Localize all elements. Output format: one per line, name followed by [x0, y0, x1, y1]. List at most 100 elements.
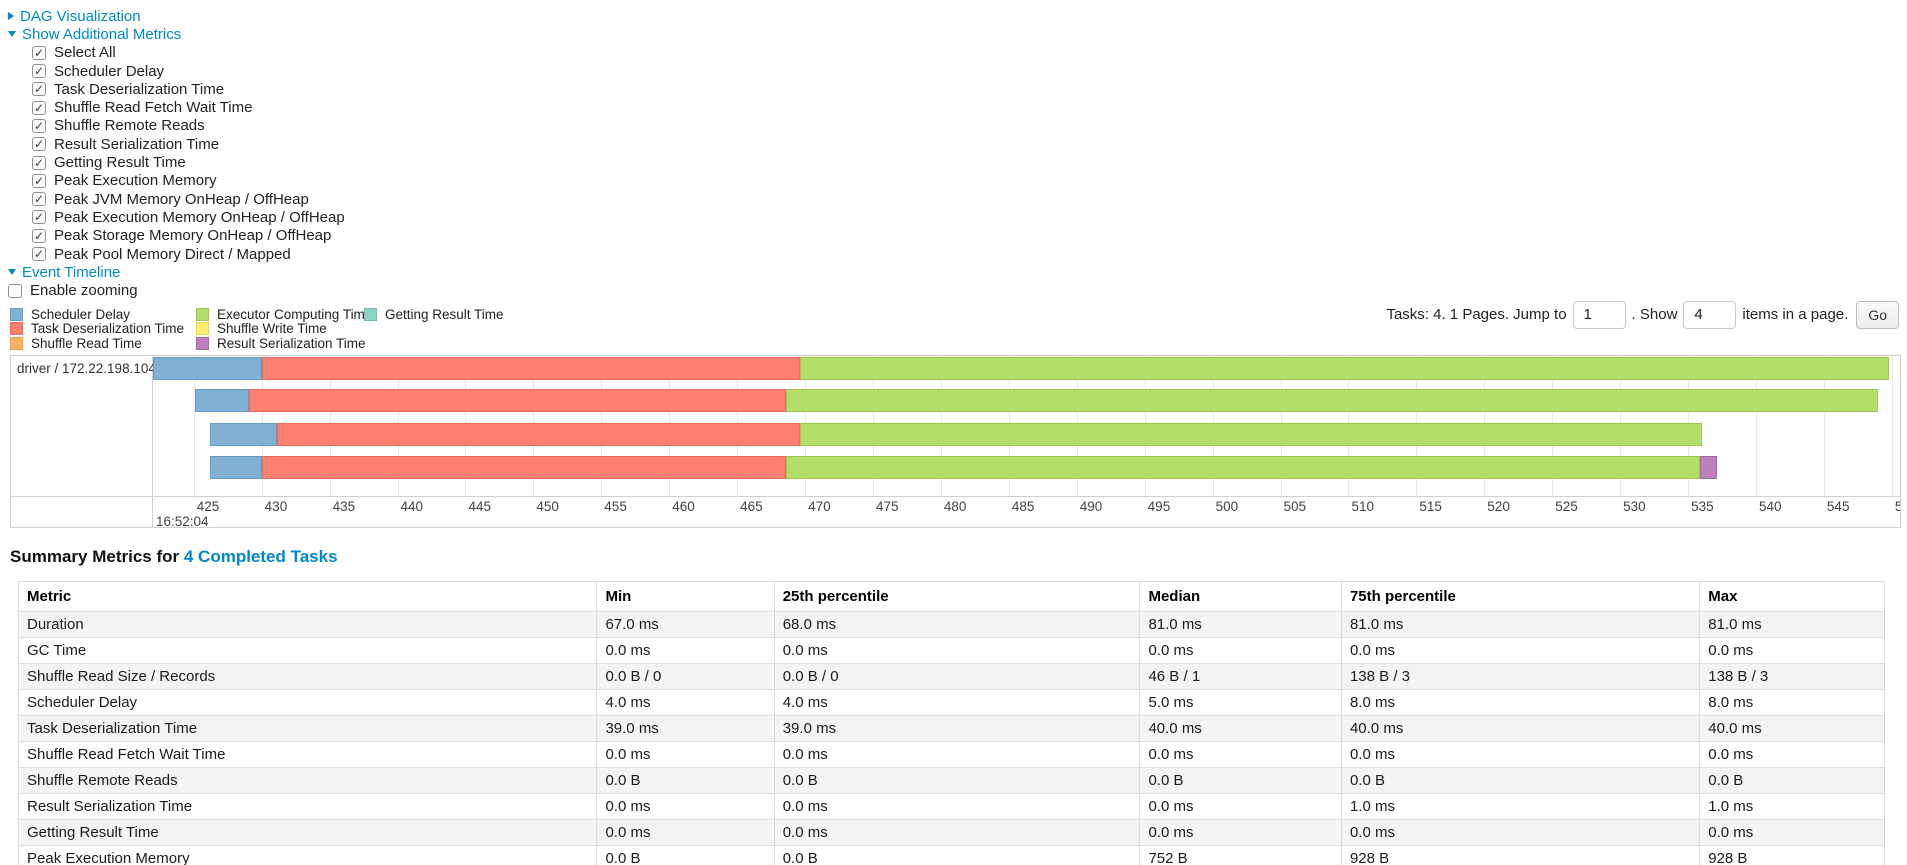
- table-column-header: Min: [596, 580, 775, 612]
- dag-visualization-row: DAG Visualization: [8, 7, 1907, 25]
- metric-checkbox-row: Peak Pool Memory Direct / Mapped: [8, 245, 1907, 263]
- table-cell: 138 B / 3: [1340, 662, 1701, 690]
- table-cell: 40.0 ms: [1699, 714, 1885, 742]
- timeline-axis-line: [11, 495, 1900, 497]
- table-cell: 39.0 ms: [773, 714, 1141, 742]
- metric-checkbox[interactable]: [32, 118, 46, 133]
- legend-pagination-row: Scheduler Delay Task Deserialization Time…: [0, 300, 1907, 355]
- metric-checkbox-row: Getting Result Time: [8, 153, 1907, 171]
- metric-checkbox[interactable]: [32, 100, 46, 115]
- task-bar-task-deserialization[interactable]: [249, 388, 787, 412]
- timeline-time-label: 16:52:04: [156, 513, 209, 528]
- metric-checkbox-label: Result Serialization Time: [54, 135, 220, 153]
- legend-column: Scheduler Delay Task Deserialization Time…: [10, 307, 196, 351]
- timeline-tick-label: 475: [875, 498, 899, 514]
- getting-result-swatch: [364, 307, 377, 321]
- metric-checkbox[interactable]: [32, 64, 46, 79]
- table-cell: 0.0 ms: [596, 792, 775, 820]
- task-bar-scheduler-delay[interactable]: [210, 422, 277, 446]
- metric-checkbox[interactable]: [32, 82, 46, 97]
- table-cell: 67.0 ms: [596, 610, 775, 638]
- summary-metrics-table: Metric Min 25th percentile Median 75th perce…: [17, 580, 1885, 865]
- table-cell: Task Deserialization Time: [17, 714, 598, 742]
- event-timeline-row: Event Timeline: [8, 263, 1907, 281]
- legend-item: Scheduler Delay: [10, 307, 196, 322]
- table-row: GC Time 0.0 ms 0.0 ms 0.0 ms 0.0 ms 0.0 ms: [17, 636, 1885, 664]
- task-bar-executor-computing[interactable]: [799, 356, 1890, 380]
- chevron-down-icon: [8, 269, 16, 276]
- metric-checkbox-row: Scheduler Delay: [8, 62, 1907, 80]
- go-button[interactable]: Go: [1856, 300, 1899, 329]
- table-cell: 928 B: [1699, 844, 1885, 865]
- chevron-down-icon: [8, 31, 16, 38]
- dag-visualization-link[interactable]: DAG Visualization: [20, 7, 141, 25]
- metric-checkbox-row: Peak Execution Memory: [8, 172, 1907, 190]
- metric-checkbox-row: Peak JVM Memory OnHeap / OffHeap: [8, 190, 1907, 208]
- table-row: Shuffle Remote Reads 0.0 B 0.0 B 0.0 B 0.0 B…: [17, 766, 1885, 794]
- metric-checkbox-row: Peak Execution Memory OnHeap / OffHeap: [8, 208, 1907, 226]
- table-cell: 0.0 B: [773, 844, 1141, 865]
- table-cell: 39.0 ms: [596, 714, 775, 742]
- timeline-tick-label: 470: [808, 498, 831, 514]
- metric-checkbox[interactable]: [32, 45, 46, 60]
- metric-checkbox[interactable]: [32, 155, 46, 170]
- metric-checkbox-label: Shuffle Remote Reads: [54, 117, 205, 135]
- task-bar-executor-computing[interactable]: [786, 388, 1879, 412]
- timeline-tick-label: 520: [1487, 498, 1510, 514]
- table-cell: 40.0 ms: [1340, 714, 1701, 742]
- completed-tasks-link[interactable]: 4 Completed Tasks: [183, 546, 338, 566]
- timeline-gridline: [1891, 355, 1893, 496]
- table-cell: 0.0 B / 0: [596, 662, 775, 690]
- task-bar-scheduler-delay[interactable]: [210, 455, 262, 479]
- task-bar-executor-computing[interactable]: [799, 422, 1702, 446]
- legend-column: Getting Result Time: [364, 307, 504, 351]
- task-bar-executor-computing[interactable]: [786, 455, 1701, 479]
- table-row: Shuffle Read Size / Records 0.0 B / 0 0.0 …: [17, 662, 1885, 690]
- table-cell: 0.0 B / 0: [773, 662, 1141, 690]
- task-bar-task-deserialization[interactable]: [261, 356, 800, 380]
- table-cell: 0.0 ms: [1340, 740, 1701, 768]
- table-row: Peak Execution Memory 0.0 B 0.0 B 752 B 928 …: [17, 844, 1885, 865]
- task-bar-result-serialization[interactable]: [1700, 455, 1717, 479]
- jump-to-page-input[interactable]: [1572, 300, 1626, 329]
- table-cell: 0.0 ms: [1139, 636, 1342, 664]
- task-bar-task-deserialization[interactable]: [276, 422, 800, 446]
- timeline-tick-label: 450: [536, 498, 559, 514]
- table-cell: 0.0 B: [596, 766, 775, 794]
- items-per-page-input[interactable]: [1683, 300, 1737, 329]
- event-timeline-chart: driver / 172.22.198.104 16:52:04 425 430 4…: [10, 354, 1901, 528]
- pagination-show-text: . Show: [1631, 306, 1678, 324]
- show-additional-metrics-link[interactable]: Show Additional Metrics: [22, 25, 182, 43]
- timeline-gridline: [193, 355, 195, 496]
- timeline-tick-label: 500: [1215, 498, 1239, 514]
- timeline-tick-label: 545: [1826, 498, 1850, 514]
- metric-checkbox[interactable]: [32, 192, 46, 207]
- scheduler-delay-swatch: [10, 307, 23, 321]
- metric-checkbox[interactable]: [32, 247, 46, 261]
- table-row: Scheduler Delay 4.0 ms 4.0 ms 5.0 ms 8.0 ms 8…: [17, 688, 1885, 716]
- table-cell: Result Serialization Time: [17, 792, 598, 820]
- table-row: Duration 67.0 ms 68.0 ms 81.0 ms 81.0 ms 81.0…: [17, 610, 1885, 638]
- metric-checkbox[interactable]: [32, 173, 46, 188]
- metric-checkbox[interactable]: [32, 228, 46, 243]
- timeline-tick-label: 445: [468, 498, 491, 514]
- legend-label: Getting Result Time: [385, 306, 504, 322]
- metric-checkbox-label: Peak JVM Memory OnHeap / OffHeap: [54, 190, 309, 208]
- task-bar-scheduler-delay[interactable]: [195, 388, 250, 412]
- legend-item: Shuffle Write Time: [196, 321, 364, 336]
- enable-zooming-checkbox[interactable]: [8, 283, 22, 298]
- metric-checkbox[interactable]: [32, 137, 46, 152]
- metric-checkbox-label: Peak Execution Memory: [54, 172, 217, 190]
- table-cell: 0.0 B: [1139, 766, 1342, 794]
- result-serialization-swatch: [196, 336, 209, 350]
- legend-label: Result Serialization Time: [217, 335, 366, 351]
- task-bar-task-deserialization[interactable]: [261, 455, 787, 479]
- metric-checkbox[interactable]: [32, 210, 46, 225]
- event-timeline-link[interactable]: Event Timeline: [22, 263, 121, 281]
- summary-metrics-title: Summary Metrics for 4 Completed Tasks: [10, 547, 1907, 567]
- table-row: Task Deserialization Time 39.0 ms 39.0 ms 4…: [17, 714, 1885, 742]
- table-cell: 68.0 ms: [773, 610, 1141, 638]
- table-cell: 0.0 ms: [1139, 818, 1342, 846]
- task-bar-scheduler-delay[interactable]: [153, 356, 262, 380]
